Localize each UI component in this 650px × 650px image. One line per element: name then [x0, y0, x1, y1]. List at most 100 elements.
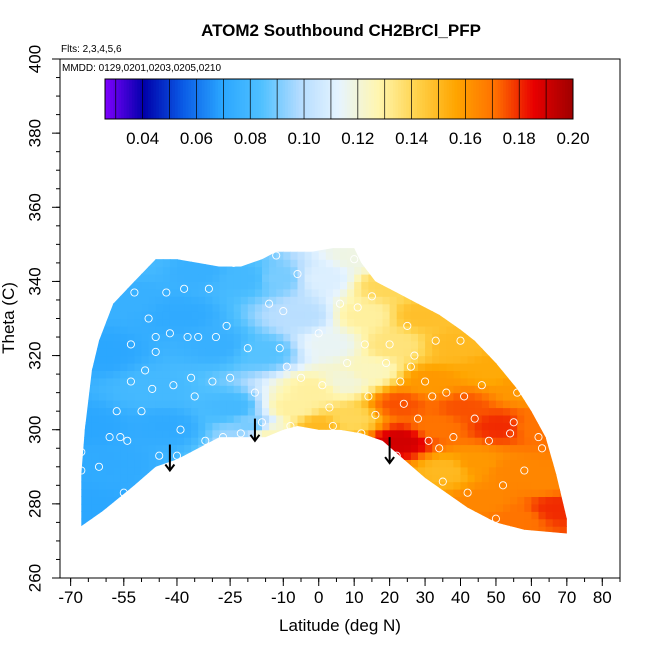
field-cell [425, 481, 433, 490]
field-cell [425, 437, 433, 446]
field-cell [524, 414, 532, 423]
field-cell [141, 355, 150, 364]
field-cell [418, 348, 426, 357]
field-cell [531, 318, 540, 327]
field-cell [254, 474, 263, 483]
field-cell [354, 466, 362, 475]
field-cell [99, 370, 107, 379]
color-bar-tick-label: 0.20 [556, 129, 589, 148]
field-cell [531, 230, 539, 238]
field-cell [325, 474, 334, 483]
field-cell [198, 370, 206, 379]
field-cell [113, 481, 121, 490]
field-cell [560, 230, 568, 238]
field-cell [212, 251, 221, 260]
field-cell [545, 414, 554, 423]
field-cell [169, 318, 178, 327]
field-cell [552, 248, 561, 253]
field-cell [155, 370, 164, 379]
field-cell [113, 444, 121, 453]
field-cell [148, 496, 157, 505]
sample-point [201, 436, 210, 445]
field-cell [488, 503, 497, 512]
field-cell [347, 392, 355, 401]
field-cell [276, 534, 284, 542]
field-cell [226, 355, 235, 364]
field-cell [517, 274, 525, 282]
field-cell [106, 370, 114, 379]
field-cell [460, 377, 469, 386]
field-cell [531, 340, 540, 349]
field-cell [81, 340, 86, 349]
field-cell [81, 288, 86, 297]
field-cell [432, 503, 440, 512]
color-bar-slice [252, 79, 257, 119]
field-cell [81, 526, 86, 534]
field-cell [240, 392, 249, 401]
color-bar-slice [161, 79, 165, 119]
field-cell [545, 400, 554, 409]
field-cell [169, 518, 178, 527]
color-bar-slice [166, 79, 171, 119]
field-cell [531, 266, 540, 275]
field-cell [446, 496, 454, 505]
field-cell [99, 248, 107, 253]
field-cell [219, 518, 228, 527]
field-cell [276, 496, 284, 505]
field-cell [538, 452, 547, 460]
field-cell [127, 496, 135, 505]
field-cell [240, 459, 249, 468]
field-cell [396, 414, 405, 423]
field-cell [390, 230, 398, 238]
field-cell [418, 237, 426, 245]
field-cell [81, 385, 86, 394]
field-cell [474, 333, 483, 342]
field-cell [460, 459, 469, 468]
field-cell [552, 348, 561, 357]
field-cell [531, 503, 540, 512]
field-cell [91, 259, 100, 268]
sample-point [169, 381, 178, 390]
field-cell [432, 266, 440, 275]
field-cell [340, 392, 348, 401]
sample-point [243, 344, 252, 353]
field-cell [432, 481, 440, 490]
field-cell [347, 444, 355, 453]
color-bar-slice [443, 79, 448, 119]
field-cell [148, 407, 157, 416]
field-cell [332, 481, 341, 490]
field-cell [162, 452, 171, 460]
color-bar-slice [519, 79, 523, 119]
field-cell [198, 392, 206, 401]
field-cell [453, 363, 462, 371]
field-cell [262, 363, 270, 371]
field-cell [439, 526, 447, 534]
field-cell [155, 288, 164, 297]
field-cell [389, 288, 398, 297]
field-cell [233, 348, 242, 357]
field-cell [340, 237, 348, 245]
field-cell [297, 303, 306, 312]
field-cell [99, 407, 107, 416]
sample-point [421, 377, 430, 386]
field-cell [226, 348, 235, 357]
field-cell [474, 363, 483, 371]
field-cell [453, 534, 461, 542]
field-cell [467, 496, 476, 505]
field-cell [120, 377, 128, 386]
field-cell [467, 437, 476, 446]
field-cell [120, 296, 128, 305]
field-cell [495, 511, 504, 520]
field-cell [347, 429, 355, 438]
field-cell [340, 534, 348, 542]
field-cell [84, 363, 93, 371]
sample-point [314, 329, 323, 338]
field-cell [318, 496, 327, 505]
field-cell [169, 333, 178, 342]
field-cell [560, 534, 568, 542]
field-cell [410, 288, 419, 297]
field-cell [396, 526, 405, 534]
field-cell [120, 266, 128, 275]
field-cell [325, 466, 334, 475]
field-cell [354, 230, 362, 238]
